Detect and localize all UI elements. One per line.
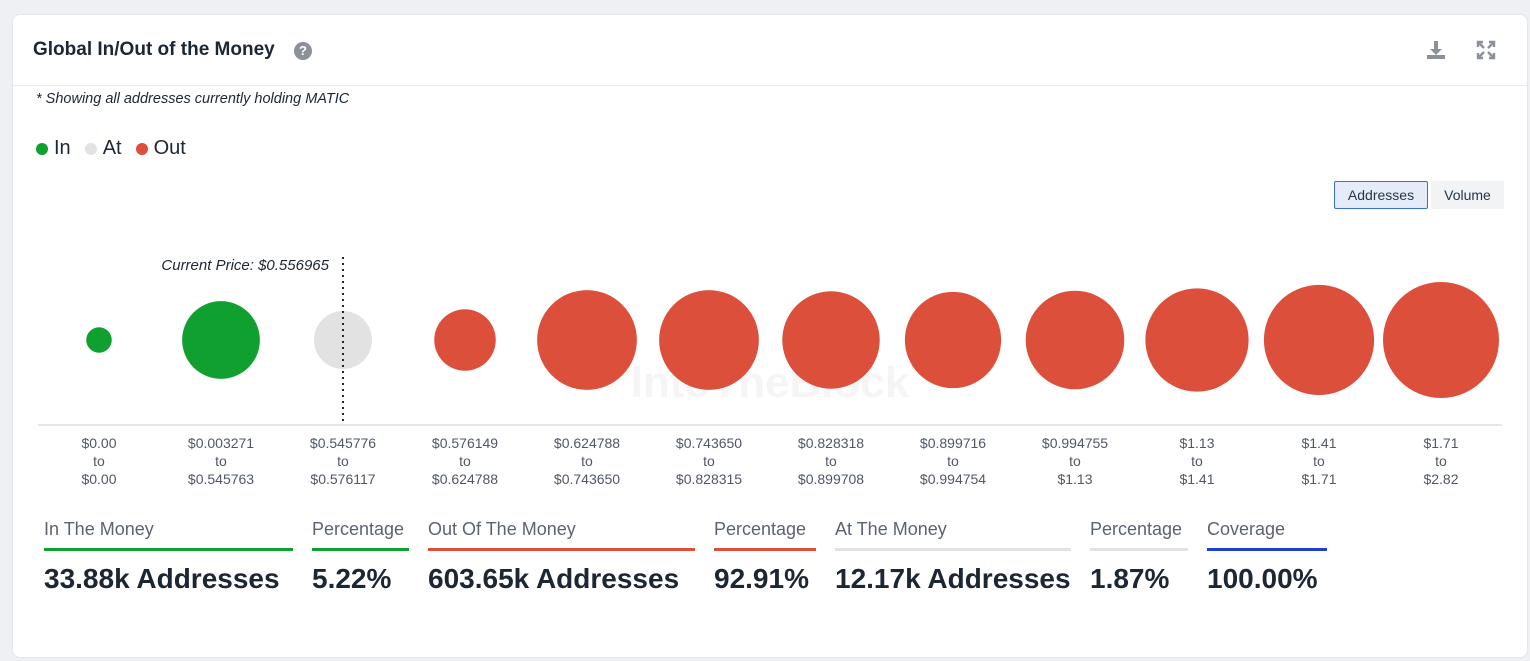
bubble-out[interactable] — [1025, 290, 1125, 390]
x-tick-label: $0.00 — [81, 435, 116, 451]
x-tick-label: $1.71 — [1301, 471, 1336, 487]
x-tick-label: to — [1435, 453, 1447, 469]
card-header: Global In/Out of the Money ? — [13, 15, 1527, 86]
x-tick-label: $0.828318 — [798, 435, 864, 451]
legend-label-at: At — [102, 137, 122, 159]
stat-label: At The Money — [835, 519, 947, 539]
x-tick-label: to — [337, 453, 349, 469]
x-tick-label: to — [1313, 453, 1325, 469]
stat-value: 100.00% — [1207, 563, 1318, 594]
bubble-out[interactable] — [434, 309, 496, 371]
x-tick-label: $0.624788 — [554, 435, 620, 451]
stat-underline — [44, 548, 293, 551]
stat-value: 92.91% — [714, 563, 809, 594]
stat-label: Percentage — [1090, 519, 1183, 539]
stat-value: 1.87% — [1090, 563, 1170, 594]
legend-dot-in — [36, 142, 48, 155]
stat-underline — [714, 548, 816, 551]
x-tick-label: $0.003271 — [188, 435, 254, 451]
stat-label: In The Money — [44, 519, 154, 539]
bubble-at[interactable] — [314, 311, 372, 369]
x-tick-label: $1.13 — [1057, 471, 1092, 487]
stat-underline — [428, 548, 695, 551]
bubble-out[interactable] — [1263, 284, 1375, 396]
bubble-in[interactable] — [86, 327, 112, 353]
stat-underline — [312, 548, 409, 551]
x-tick-label: $0.994754 — [920, 471, 986, 487]
x-tick-label: $0.743650 — [676, 435, 742, 451]
bubble-out[interactable] — [1383, 282, 1499, 398]
legend-item-in[interactable]: In — [36, 137, 71, 160]
x-tick-label: to — [703, 453, 715, 469]
x-tick-label: $2.82 — [1423, 471, 1458, 487]
x-tick-label: to — [215, 453, 227, 469]
legend-item-out[interactable]: Out — [135, 137, 186, 160]
stat-underline — [1207, 548, 1327, 551]
x-tick-label: to — [93, 453, 105, 469]
legend-label-in: In — [54, 137, 71, 159]
x-tick-label: $0.899708 — [798, 471, 864, 487]
bubble-out[interactable] — [782, 291, 880, 389]
stat-label: Percentage — [312, 519, 405, 539]
volume-toggle-button[interactable]: Volume — [1431, 181, 1504, 209]
x-tick-label: $0.743650 — [554, 471, 620, 487]
x-tick-label: to — [1191, 453, 1203, 469]
x-tick-label: $1.41 — [1179, 471, 1214, 487]
legend: In At Out — [36, 137, 186, 160]
bubble-out[interactable] — [659, 290, 759, 390]
x-tick-label: $1.41 — [1301, 435, 1336, 451]
bubble-in[interactable] — [182, 301, 260, 379]
x-tick-label: $0.899716 — [920, 435, 986, 451]
stat-value: 603.65k Addresses — [428, 563, 680, 594]
x-tick-label: $0.545776 — [310, 435, 376, 451]
x-tick-label: $1.71 — [1423, 435, 1458, 451]
x-tick-label: $0.576117 — [310, 471, 375, 487]
stat-label: Percentage — [714, 519, 807, 539]
x-tick-label: to — [581, 453, 593, 469]
x-tick-label: $0.994755 — [1042, 435, 1108, 451]
legend-label-out: Out — [153, 137, 186, 159]
x-tick-label: to — [1069, 453, 1081, 469]
x-tick-label: $0.624788 — [432, 471, 498, 487]
legend-item-at[interactable]: At — [84, 137, 122, 160]
download-icon[interactable] — [1423, 37, 1449, 63]
x-tick-label: to — [459, 453, 471, 469]
legend-dot-at — [84, 142, 97, 155]
stat-underline — [835, 548, 1071, 551]
expand-icon[interactable] — [1473, 37, 1499, 63]
question-circle-icon[interactable]: ? — [294, 42, 312, 60]
card-title: Global In/Out of the Money — [33, 39, 275, 60]
x-tick-label: $0.545763 — [188, 471, 254, 487]
x-tick-label: to — [947, 453, 959, 469]
bubble-out[interactable] — [1145, 288, 1249, 392]
x-tick-label: $0.828315 — [676, 471, 742, 487]
holding-note: * Showing all addresses currently holdin… — [36, 91, 350, 107]
stat-label: Coverage — [1207, 519, 1286, 539]
stat-value: 12.17k Addresses — [835, 563, 1071, 594]
addresses-toggle-button[interactable]: Addresses — [1334, 181, 1428, 209]
x-tick-label: $0.00 — [81, 471, 116, 487]
x-tick-label: $0.576149 — [432, 435, 498, 451]
current-price-label: Current Price: $0.556965 — [161, 257, 329, 274]
bubble-out[interactable] — [904, 291, 1002, 389]
x-tick-label: $1.13 — [1179, 435, 1214, 451]
stat-value: 5.22% — [312, 563, 392, 594]
stat-value: 33.88k Addresses — [44, 563, 280, 594]
bubble-out[interactable] — [537, 290, 637, 390]
stat-label: Out Of The Money — [428, 519, 576, 539]
x-tick-label: to — [825, 453, 837, 469]
stat-underline — [1090, 548, 1188, 551]
legend-dot-out — [135, 142, 148, 155]
